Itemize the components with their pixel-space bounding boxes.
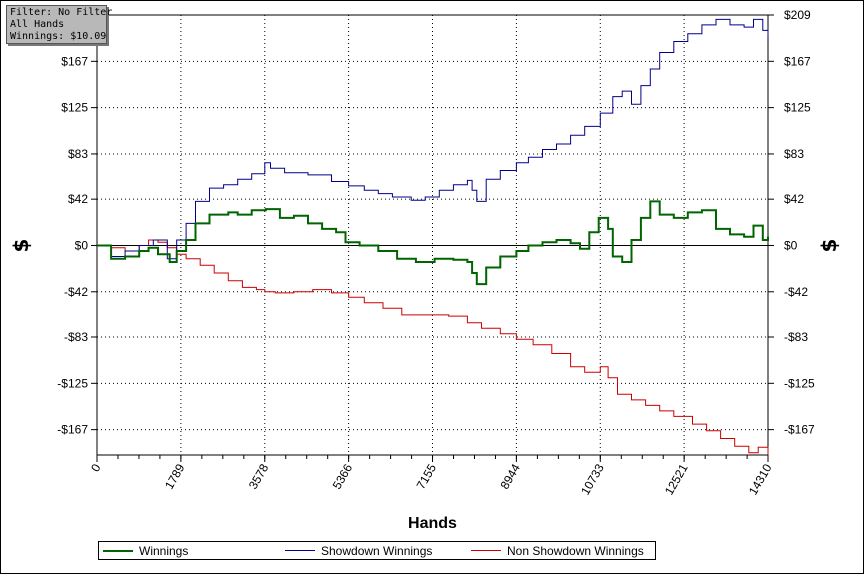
grid <box>97 15 768 455</box>
legend: Winnings Showdown Winnings Non Showdown … <box>98 541 656 560</box>
y-tick-label-right: $0 <box>784 238 798 252</box>
x-tick-label: 3578 <box>246 461 272 491</box>
x-tick-label: 7155 <box>414 461 440 491</box>
y-tick-label-left: $42 <box>68 192 88 206</box>
legend-swatch-non-showdown-winnings <box>471 550 501 551</box>
y-tick-label-right: $83 <box>784 147 804 161</box>
legend-swatch-showdown-winnings <box>285 550 315 551</box>
y-tick-label-left: $125 <box>61 101 88 115</box>
x-tick-label: 0 <box>88 461 104 474</box>
y-tick-label-right: $167 <box>784 54 811 68</box>
y-axis-label-right: $ <box>817 239 841 253</box>
y-tick-label-left: -$42 <box>64 285 88 299</box>
legend-label-winnings: Winnings <box>139 543 189 558</box>
x-tick-label: 1789 <box>162 461 188 491</box>
winnings-total-text: Winnings: $10.09 <box>10 31 107 42</box>
y-tick-label-left: -$167 <box>57 423 88 437</box>
legend-swatch-winnings <box>103 549 133 552</box>
legend-label-non-showdown-winnings: Non Showdown Winnings <box>507 543 644 558</box>
x-axis-title: Hands <box>408 515 457 532</box>
y-tick-label-left: -$125 <box>57 376 88 390</box>
x-tick-label: 8944 <box>498 461 524 491</box>
x-tick-label: 14310 <box>746 461 775 497</box>
filter-info-box: Filter: No Filter All Hands Winnings: $1… <box>6 5 113 44</box>
hands-filter-text: All Hands <box>10 19 65 30</box>
y-tick-label-right: -$125 <box>784 376 815 390</box>
legend-label-showdown-winnings: Showdown Winnings <box>321 543 433 558</box>
legend-item-winnings: Winnings <box>103 543 188 558</box>
y-tick-label-right: $125 <box>784 101 811 115</box>
y-axis-label-left: $ <box>9 239 33 253</box>
y-tick-label-right: -$167 <box>784 423 815 437</box>
y-tick-label-left: $0 <box>75 238 89 252</box>
filter-text: Filter: No Filter <box>10 7 113 18</box>
x-tick-label: 5366 <box>330 461 356 491</box>
y-tick-label-right: $209 <box>784 8 811 22</box>
y-tick-label-left: -$83 <box>64 330 88 344</box>
y-tick-label-left: $167 <box>61 54 88 68</box>
y-tick-label-right: $42 <box>784 192 804 206</box>
y-tick-label-right: -$42 <box>784 285 808 299</box>
x-tick-label: 12521 <box>662 461 691 497</box>
non-showdown-winnings-line <box>97 239 769 455</box>
winnings-line <box>97 200 769 286</box>
showdown-winnings-line <box>97 18 769 260</box>
y-tick-label-left: $83 <box>68 147 88 161</box>
series-group <box>97 18 769 455</box>
legend-item-showdown-winnings: Showdown Winnings <box>285 543 432 558</box>
x-tick-label: 10733 <box>578 461 607 497</box>
y-tick-label-right: -$83 <box>784 330 808 344</box>
legend-item-non-showdown-winnings: Non Showdown Winnings <box>471 543 644 558</box>
